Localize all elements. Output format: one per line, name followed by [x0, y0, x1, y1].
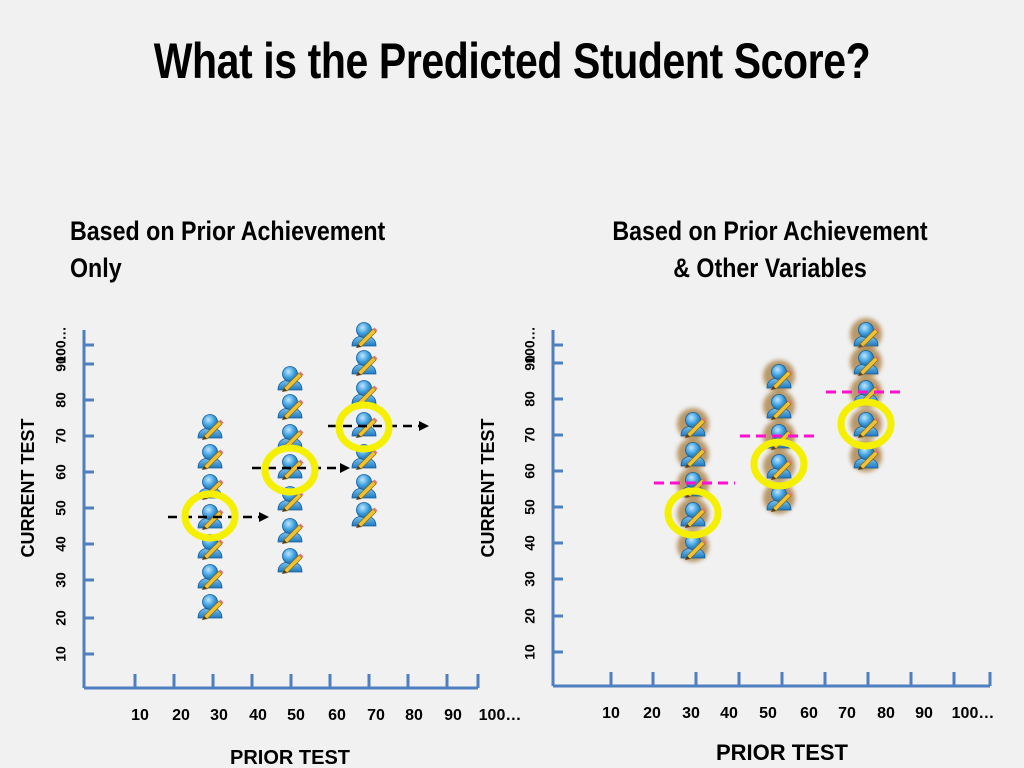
x-tick-label: 70 [838, 705, 856, 722]
highlight-ring [261, 444, 319, 496]
student-icon [351, 502, 378, 529]
y-tick-label: 60 [53, 464, 69, 480]
student-icon [197, 564, 224, 591]
right-y-ticks: 10 20 30 40 50 60 70 80 90100… [522, 326, 563, 660]
x-tick-label: 100… [952, 705, 995, 722]
x-tick-label: 80 [405, 707, 423, 724]
student-icon [677, 498, 709, 530]
right-highlight-rings [664, 398, 895, 539]
y-tick-label: 90 [522, 355, 538, 371]
left-subtitle: Based on Prior Achievement Only [70, 213, 385, 287]
x-tick-label: 90 [915, 705, 933, 722]
student-icon [763, 450, 795, 482]
highlight-ring [181, 490, 239, 542]
student-icon [197, 444, 224, 471]
x-tick-label: 90 [444, 707, 462, 724]
student-icon [351, 322, 378, 349]
student-icon [351, 474, 378, 501]
student-icon [763, 390, 795, 422]
student-icon [197, 594, 224, 621]
highlight-ring [664, 487, 722, 539]
left-highlight-rings [181, 401, 393, 542]
x-tick-label: 20 [172, 707, 190, 724]
x-tick-label: 20 [643, 705, 661, 722]
y-tick-label: 100… [522, 326, 538, 363]
y-tick-label: 60 [522, 463, 538, 479]
y-tick-label: 30 [522, 571, 538, 587]
y-tick-label: 90 [53, 356, 69, 372]
y-tick-label: 80 [53, 392, 69, 408]
right-y-axis-label: CURRENT TEST [478, 418, 498, 557]
student-icon [850, 408, 882, 440]
y-tick-label: 50 [53, 500, 69, 516]
left-subtitle-line2: Only [70, 253, 122, 283]
student-icon [197, 414, 224, 441]
left-y-axis-label: CURRENT TEST [18, 418, 38, 557]
x-tick-label: 10 [602, 705, 620, 722]
y-tick-label: 40 [522, 535, 538, 551]
x-tick-label: 40 [249, 707, 267, 724]
left-x-ticks: 10 20 30 40 50 60 70 80 90 100… [131, 674, 521, 724]
x-tick-label: 50 [759, 705, 777, 722]
left-x-axis-label: PRIOR TEST [230, 747, 350, 768]
y-tick-label: 50 [522, 499, 538, 515]
student-icon [277, 548, 304, 575]
highlight-ring [335, 401, 393, 453]
right-subtitle-line2: & Other Variables [673, 253, 867, 283]
y-tick-label: 10 [53, 646, 69, 662]
student-icon [763, 360, 795, 392]
y-tick-label: 10 [522, 644, 538, 660]
student-icon [677, 408, 709, 440]
student-icon [277, 366, 304, 393]
x-tick-label: 10 [131, 707, 149, 724]
y-tick-label: 100… [53, 326, 69, 363]
x-tick-label: 40 [720, 705, 738, 722]
left-subtitle-line1: Based on Prior Achievement [70, 216, 386, 246]
slide-title: What is the Predicted Student Score? [153, 33, 871, 89]
x-tick-label: 30 [682, 705, 700, 722]
right-subtitle: Based on Prior Achievement & Other Varia… [589, 213, 950, 287]
student-icon [850, 318, 882, 350]
y-tick-label: 40 [53, 536, 69, 552]
left-y-ticks: 10 20 30 40 50 60 70 80 90100… [53, 326, 94, 662]
y-tick-label: 30 [53, 572, 69, 588]
student-icon [277, 394, 304, 421]
x-tick-label: 60 [800, 705, 818, 722]
student-icon [277, 518, 304, 545]
highlight-ring [837, 398, 895, 450]
student-icon [677, 530, 709, 562]
x-tick-label: 100… [479, 707, 522, 724]
y-tick-label: 20 [53, 610, 69, 626]
student-icon [677, 438, 709, 470]
x-tick-label: 80 [877, 705, 895, 722]
y-tick-label: 70 [522, 427, 538, 443]
x-tick-label: 70 [367, 707, 385, 724]
right-x-axis-label: PRIOR TEST [716, 740, 849, 765]
highlight-ring [750, 438, 808, 490]
student-icon [850, 346, 882, 378]
x-tick-label: 50 [287, 707, 305, 724]
student-icon [351, 350, 378, 377]
y-tick-label: 20 [522, 608, 538, 624]
x-tick-label: 60 [328, 707, 346, 724]
student-icon [763, 482, 795, 514]
right-prediction-dashes [654, 390, 906, 485]
y-tick-label: 70 [53, 428, 69, 444]
left-student-columns [197, 322, 378, 621]
y-tick-label: 80 [522, 391, 538, 407]
right-x-ticks: 10 20 30 40 50 60 70 80 90 100… [602, 672, 994, 722]
x-tick-label: 30 [210, 707, 228, 724]
right-subtitle-line1: Based on Prior Achievement [612, 216, 928, 246]
